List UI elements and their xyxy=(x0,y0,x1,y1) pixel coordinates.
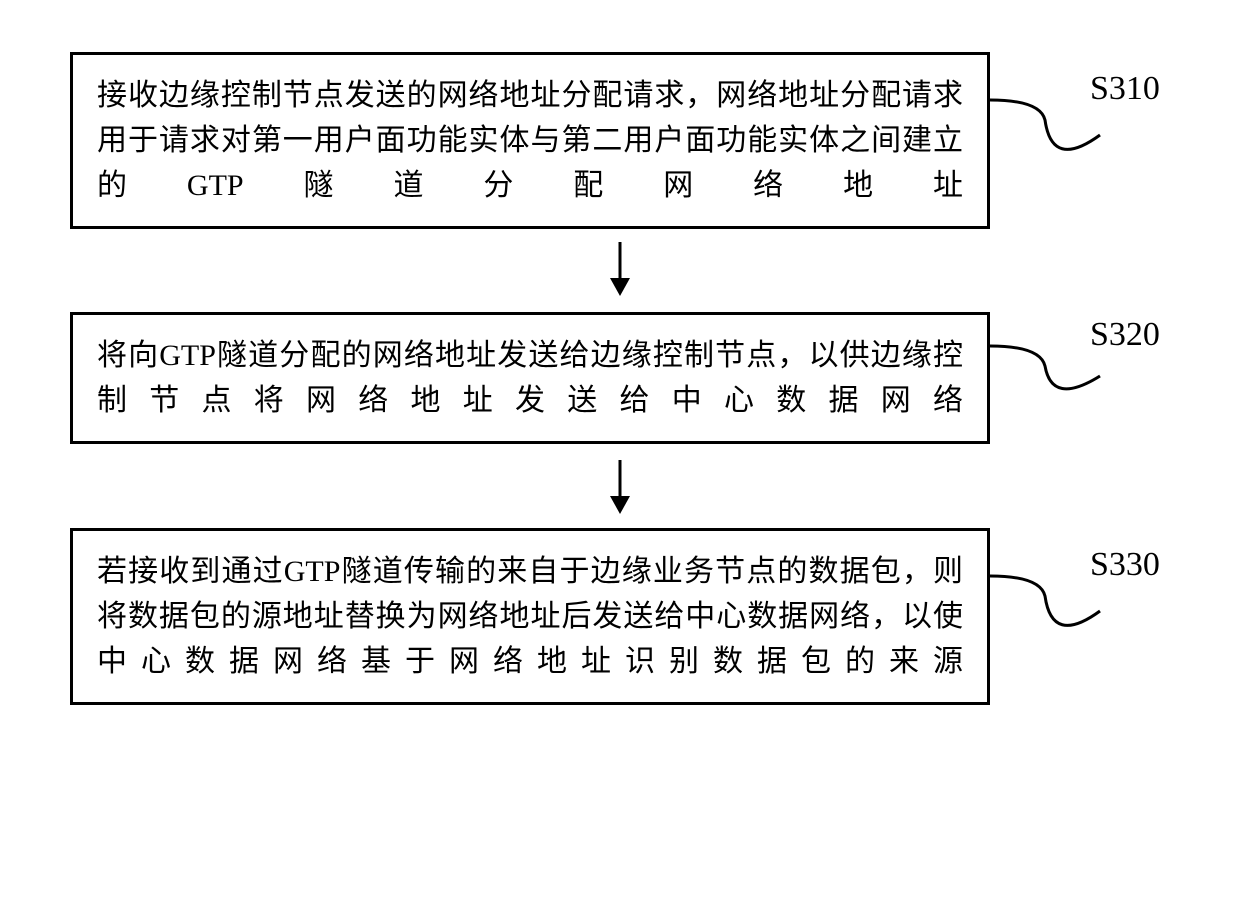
arrow-head-1 xyxy=(610,278,630,296)
process-box-2: 将向GTP隧道分配的网络地址发送给边缘控制节点，以供边缘控制节点将网络地址发送给… xyxy=(70,312,990,444)
label-wrapper-2: S320 xyxy=(990,298,1170,458)
arrow-1 xyxy=(160,242,1080,296)
step-2: 将向GTP隧道分配的网络地址发送给边缘控制节点，以供边缘控制节点将网络地址发送给… xyxy=(70,298,1170,458)
label-wrapper-3: S330 xyxy=(990,516,1170,716)
step-label-3: S330 xyxy=(1090,546,1160,584)
curve-path-3 xyxy=(990,576,1100,625)
label-wrapper-1: S310 xyxy=(990,40,1170,240)
step-label-2: S320 xyxy=(1090,316,1160,354)
box-text-2: 将向GTP隧道分配的网络地址发送给边缘控制节点，以供边缘控制节点将网络地址发送给… xyxy=(97,339,963,417)
process-box-3: 若接收到通过GTP隧道传输的来自于边缘业务节点的数据包，则将数据包的源地址替换为… xyxy=(70,528,990,705)
box-text-3: 若接收到通过GTP隧道传输的来自于边缘业务节点的数据包，则将数据包的源地址替换为… xyxy=(97,555,963,678)
process-box-1: 接收边缘控制节点发送的网络地址分配请求，网络地址分配请求用于请求对第一用户面功能… xyxy=(70,52,990,229)
arrow-svg-1 xyxy=(600,242,640,296)
flowchart-container: 接收边缘控制节点发送的网络地址分配请求，网络地址分配请求用于请求对第一用户面功能… xyxy=(70,40,1170,716)
curve-path-1 xyxy=(990,100,1100,149)
box-text-1: 接收边缘控制节点发送的网络地址分配请求，网络地址分配请求用于请求对第一用户面功能… xyxy=(97,79,963,202)
curve-path-2 xyxy=(990,346,1100,389)
arrow-svg-2 xyxy=(600,460,640,514)
step-3: 若接收到通过GTP隧道传输的来自于边缘业务节点的数据包，则将数据包的源地址替换为… xyxy=(70,516,1170,716)
arrow-2 xyxy=(160,460,1080,514)
step-1: 接收边缘控制节点发送的网络地址分配请求，网络地址分配请求用于请求对第一用户面功能… xyxy=(70,40,1170,240)
step-label-1: S310 xyxy=(1090,70,1160,108)
arrow-head-2 xyxy=(610,496,630,514)
